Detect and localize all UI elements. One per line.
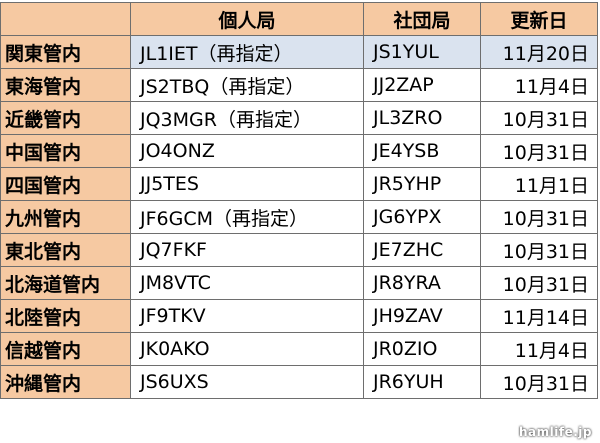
table-row: 東海管内 JS2TBQ（再指定） JJ2ZAP 11月4日 xyxy=(0,68,598,102)
region-cell: 近畿管内 xyxy=(0,101,131,135)
region-cell: 東海管内 xyxy=(0,68,131,102)
table-row: 信越管内 JK0AKO JR0ZIO 11月4日 xyxy=(0,332,598,366)
update-date-cell: 11月4日 xyxy=(480,332,598,366)
region-cell: 中国管内 xyxy=(0,134,131,168)
region-cell: 東北管内 xyxy=(0,233,131,267)
club-callsign-cell: JR8YRA xyxy=(363,266,481,300)
club-callsign-cell: JR5YHP xyxy=(363,167,481,201)
personal-callsign-cell: JF6GCM（再指定） xyxy=(130,200,364,234)
region-cell: 北陸管内 xyxy=(0,299,131,333)
region-cell: 九州管内 xyxy=(0,200,131,234)
personal-callsign-cell: JL1IET（再指定） xyxy=(130,35,364,69)
update-date-cell: 10月31日 xyxy=(480,266,598,300)
table-row: 関東管内 JL1IET（再指定） JS1YUL 11月20日 xyxy=(0,35,598,69)
club-callsign-cell: JR0ZIO xyxy=(363,332,481,366)
personal-callsign-cell: JS6UXS xyxy=(130,365,364,399)
update-date-cell: 11月20日 xyxy=(480,35,598,69)
personal-callsign-cell: JQ7FKF xyxy=(130,233,364,267)
header-personal-station: 個人局 xyxy=(130,2,364,36)
header-club-station: 社団局 xyxy=(363,2,481,36)
update-date-cell: 11月14日 xyxy=(480,299,598,333)
club-callsign-cell: JE4YSB xyxy=(363,134,481,168)
update-date-cell: 10月31日 xyxy=(480,365,598,399)
table-row: 九州管内 JF6GCM（再指定） JG6YPX 10月31日 xyxy=(0,200,598,234)
update-date-cell: 10月31日 xyxy=(480,200,598,234)
personal-callsign-cell: JJ5TES xyxy=(130,167,364,201)
table-row: 北陸管内 JF9TKV JH9ZAV 11月14日 xyxy=(0,299,598,333)
header-corner xyxy=(0,2,131,36)
club-callsign-cell: JR6YUH xyxy=(363,365,481,399)
update-date-cell: 11月4日 xyxy=(480,68,598,102)
update-date-cell: 10月31日 xyxy=(480,134,598,168)
club-callsign-cell: JJ2ZAP xyxy=(363,68,481,102)
personal-callsign-cell: JF9TKV xyxy=(130,299,364,333)
table-row: 沖縄管内 JS6UXS JR6YUH 10月31日 xyxy=(0,365,598,399)
region-cell: 四国管内 xyxy=(0,167,131,201)
personal-callsign-cell: JK0AKO xyxy=(130,332,364,366)
table-row: 近畿管内 JQ3MGR（再指定） JL3ZRO 10月31日 xyxy=(0,101,598,135)
personal-callsign-cell: JS2TBQ（再指定） xyxy=(130,68,364,102)
club-callsign-cell: JS1YUL xyxy=(363,35,481,69)
club-callsign-cell: JL3ZRO xyxy=(363,101,481,135)
update-date-cell: 10月31日 xyxy=(480,233,598,267)
region-cell: 関東管内 xyxy=(0,35,131,69)
table-row: 東北管内 JQ7FKF JE7ZHC 10月31日 xyxy=(0,233,598,267)
table-row: 北海道管内 JM8VTC JR8YRA 10月31日 xyxy=(0,266,598,300)
region-cell: 信越管内 xyxy=(0,332,131,366)
callsign-table: 個人局 社団局 更新日 関東管内 JL1IET（再指定） JS1YUL 11月2… xyxy=(0,2,598,399)
region-cell: 沖縄管内 xyxy=(0,365,131,399)
club-callsign-cell: JE7ZHC xyxy=(363,233,481,267)
table-row: 中国管内 JO4ONZ JE4YSB 10月31日 xyxy=(0,134,598,168)
personal-callsign-cell: JQ3MGR（再指定） xyxy=(130,101,364,135)
table-header-row: 個人局 社団局 更新日 xyxy=(0,2,598,36)
club-callsign-cell: JH9ZAV xyxy=(363,299,481,333)
region-cell: 北海道管内 xyxy=(0,266,131,300)
header-update-date: 更新日 xyxy=(480,2,598,36)
personal-callsign-cell: JM8VTC xyxy=(130,266,364,300)
update-date-cell: 11月1日 xyxy=(480,167,598,201)
table-row: 四国管内 JJ5TES JR5YHP 11月1日 xyxy=(0,167,598,201)
club-callsign-cell: JG6YPX xyxy=(363,200,481,234)
update-date-cell: 10月31日 xyxy=(480,101,598,135)
watermark: hamlife.jp xyxy=(519,425,592,439)
personal-callsign-cell: JO4ONZ xyxy=(130,134,364,168)
